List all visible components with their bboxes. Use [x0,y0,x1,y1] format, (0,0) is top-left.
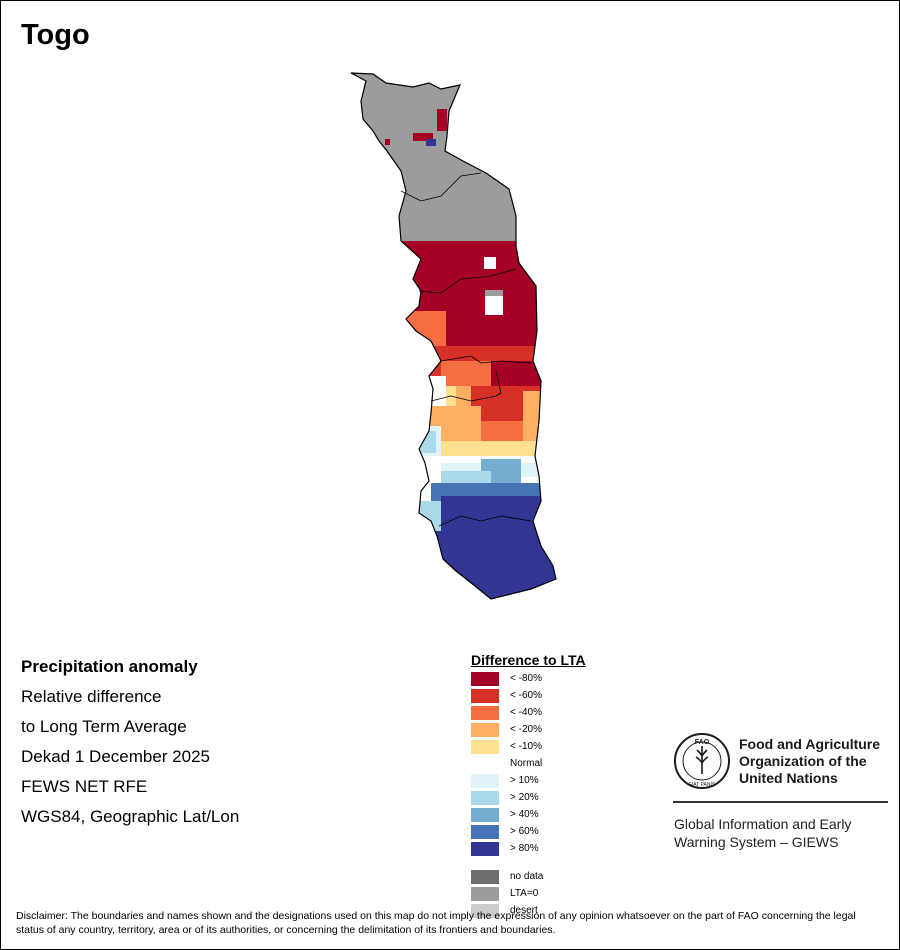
giews-line-1: Global Information and Early [674,816,852,832]
region-boundary-4 [430,370,502,402]
region-boundary-5 [438,515,532,527]
legend-label-dry40: < -40% [510,707,542,718]
legend-label-dry10: < -10% [510,741,542,752]
togo-map [350,72,557,600]
region-boundary-3 [440,355,532,364]
country-border [350,72,557,600]
map-info: Precipitation anomaly Relative differenc… [21,656,421,836]
legend-swatch-nodata [471,870,499,884]
legend-label-wet80: > 80% [510,843,539,854]
region-boundary-1 [400,172,482,202]
legend-swatch-normal [471,757,499,771]
legend-label-dry80: < -80% [510,673,542,684]
legend-label-dry60: < -60% [510,690,542,701]
info-source: FEWS NET RFE [21,777,148,796]
map-title: Togo [21,19,90,51]
cell-north-red [437,109,447,131]
legend-swatch-wet10 [471,774,499,788]
legend-swatch-lta0 [471,887,499,901]
legend-label-nodata: no data [510,871,544,882]
disclaimer: Disclaimer: The boundaries and names sho… [16,910,856,936]
fao-logo-motto: FIAT PANIS [689,782,716,788]
fao-divider [673,801,888,803]
legend-label-dry20: < -20% [510,724,542,735]
legend-swatch-wet80 [471,842,499,856]
fao-logo-letters: FAO [695,739,710,746]
giews-name: Global Information and Early Warning Sys… [674,815,889,851]
zone-normal-west [421,376,446,406]
legend-swatch-dry60 [471,689,499,703]
cell-north-red-3 [385,139,390,145]
legend-swatch-dry80 [471,672,499,686]
zone-north [351,73,556,246]
legend-label-desert: desert [510,905,538,916]
legend: Difference to LTA < -80% < -60% < -40% < -2… [471,652,671,918]
fao-organization-name: Food and Agriculture Organization of the… [739,736,899,787]
zone-wet20-sw [411,501,446,531]
zone-south [441,496,556,599]
info-line-2: Relative difference [21,687,162,706]
cell-white-1 [484,257,496,269]
info-title: Precipitation anomaly [21,657,198,676]
zone-dry10-band [441,441,541,459]
legend-label-wet10: > 10% [510,775,539,786]
legend-swatch-wet60 [471,825,499,839]
fao-logo: FAO FIAT PANIS [674,733,730,789]
legend-swatch-dry10 [471,740,499,754]
info-projection: WGS84, Geographic Lat/Lon [21,807,240,826]
fao-org-line-1: Food and Agriculture [739,736,881,752]
legend-label-wet60: > 60% [510,826,539,837]
cell-north-blue [426,139,436,146]
giews-line-2: Warning System – GIEWS [674,834,839,850]
legend-label-lta0: LTA=0 [510,888,539,899]
legend-label-normal: Normal [510,758,543,769]
cell-white-2 [485,292,503,315]
region-boundary-2 [418,268,517,294]
legend-swatch-wet40 [471,808,499,822]
legend-title: Difference to LTA [471,652,586,668]
cell-grey-1 [485,290,503,296]
legend-label-wet20: > 20% [510,792,539,803]
fao-org-line-3: United Nations [739,770,838,786]
cell-north-red-2 [413,133,433,141]
info-period: Dekad 1 December 2025 [21,747,211,766]
legend-swatch-dry40 [471,706,499,720]
legend-swatch-dry20 [471,723,499,737]
legend-swatch-desert [471,904,499,918]
legend-swatch-wet20 [471,791,499,805]
legend-rows: < -80% < -60% < -40% < -20% < -10% Normal > 10… [471,672,671,942]
legend-label-wet40: > 40% [510,809,539,820]
info-line-3: to Long Term Average [21,717,187,736]
fao-org-line-2: Organization of the [739,753,867,769]
